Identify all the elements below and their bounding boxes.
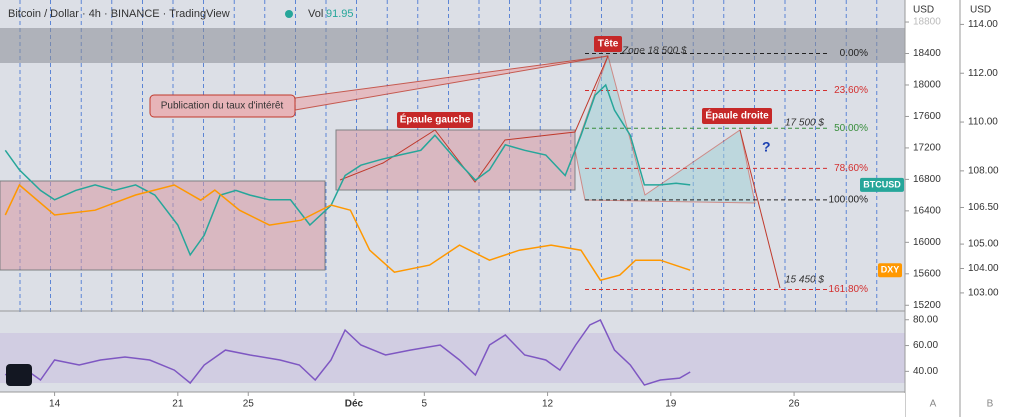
- annotation: 15 450 $: [785, 275, 824, 286]
- label-box: [397, 112, 473, 128]
- x-tick-label: 26: [789, 399, 801, 410]
- annotation: Tête: [598, 39, 619, 50]
- legend-label: BTCUSD: [863, 179, 901, 189]
- y2-tick-label: 110.00: [968, 117, 998, 128]
- axis-label: A: [930, 399, 937, 410]
- rsi-band: [0, 333, 905, 383]
- x-tick-label: 14: [49, 399, 61, 410]
- y-tick-label: 60.00: [913, 340, 938, 351]
- label-box: [594, 36, 622, 52]
- axis-label: B: [987, 399, 994, 410]
- y2-tick-label: 112.00: [968, 68, 998, 79]
- range-box: [0, 180, 326, 271]
- y-tick-label: 15600: [913, 268, 941, 279]
- annotation: 17 500 $: [785, 118, 824, 129]
- last-value-tag: [878, 263, 902, 278]
- fib-label: 100.00%: [829, 194, 869, 205]
- series-line: [4, 319, 691, 386]
- annotation: Épaule droite: [705, 109, 769, 122]
- fib-label: 23.60%: [834, 85, 868, 96]
- y-tick-label: 17600: [913, 111, 941, 122]
- label-box: [702, 108, 772, 124]
- y2-tick-label: 104.00: [968, 263, 999, 274]
- last-value-tag: [860, 177, 904, 192]
- x-tick-label: 25: [243, 399, 255, 410]
- target-line: [739, 129, 781, 289]
- y-tick-label: 16000: [913, 237, 941, 248]
- status-dot: [285, 10, 293, 18]
- x-tick-label: 12: [542, 399, 554, 410]
- annotation: ?: [762, 139, 771, 155]
- y-tick-label: 17200: [913, 143, 941, 154]
- pattern-line: [339, 55, 609, 183]
- y2-tick-label: 108.00: [968, 166, 999, 177]
- time-axis-background: [0, 393, 905, 417]
- symbol-title: Bitcoin / Dollar · 4h · BINANCE · Tradin…: [8, 8, 230, 20]
- x-tick-label: 19: [665, 399, 677, 410]
- y2-tick-label: 114.00: [968, 19, 998, 30]
- x-tick-label: 5: [422, 399, 428, 410]
- series-line: [4, 183, 691, 282]
- y-tick-label: 16800: [913, 174, 941, 185]
- callout-box: [149, 94, 296, 118]
- fib-label: 0.00%: [840, 48, 868, 59]
- y2-tick-label: 103.00: [968, 288, 999, 299]
- y-tick-label: 18800: [913, 17, 941, 28]
- y2-tick-label: 105.00: [968, 239, 999, 250]
- y-tick-label: 18400: [913, 48, 941, 59]
- y2-tick-label: 106.50: [968, 202, 999, 213]
- fib-label: 50.00%: [834, 123, 868, 134]
- axis-unit: USD: [970, 5, 991, 16]
- y-tick-label: 15200: [913, 300, 941, 311]
- legend-label: DXY: [881, 265, 900, 275]
- axis-unit: USD: [913, 5, 934, 16]
- y-tick-label: 18000: [913, 80, 941, 91]
- x-tick-label: Déc: [345, 399, 364, 410]
- vol-value: 91.95: [326, 8, 354, 20]
- zone-band: [0, 28, 905, 63]
- fib-label: 78.60%: [834, 163, 868, 174]
- price-axis-background: [905, 0, 1024, 417]
- annotation: Publication du taux d'intérêt: [161, 101, 284, 112]
- series-line: [4, 83, 691, 257]
- logo: [6, 364, 32, 386]
- y-tick-label: 40.00: [913, 366, 938, 377]
- annotation: Zone 18 500 $: [621, 46, 687, 57]
- vol-label: Vol: [308, 8, 323, 20]
- x-tick-label: 21: [172, 399, 184, 410]
- annotation: Épaule gauche: [400, 113, 471, 126]
- y-tick-label: 80.00: [913, 314, 938, 325]
- y-tick-label: 16400: [913, 206, 941, 217]
- fib-label: 161.80%: [829, 284, 869, 295]
